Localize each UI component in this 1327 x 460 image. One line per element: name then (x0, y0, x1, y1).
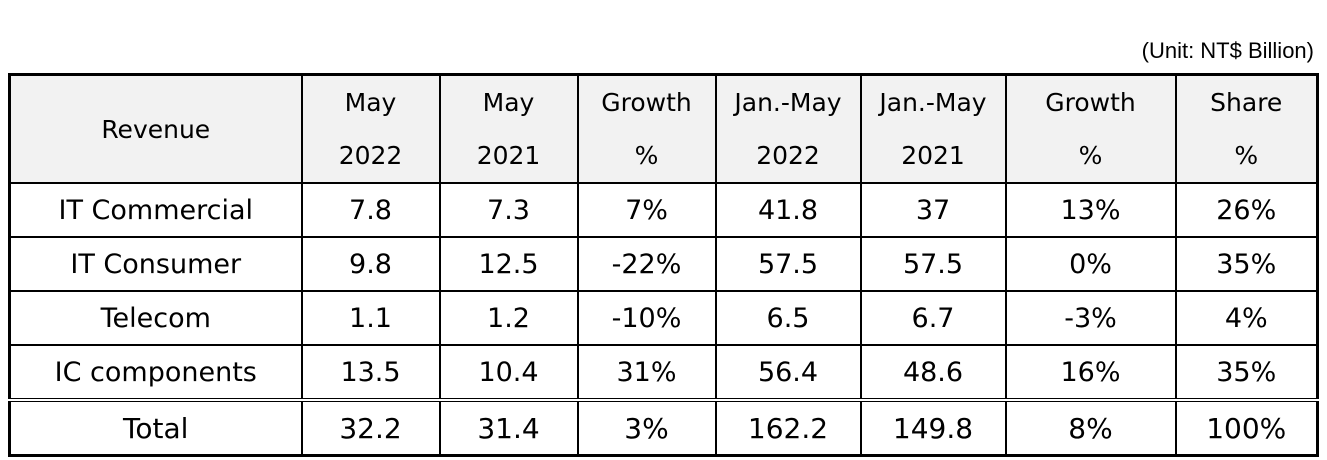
table-cell: 9.8 (300, 236, 441, 292)
table-cell: 48.6 (859, 344, 1007, 401)
header-line: Growth (1045, 88, 1136, 117)
table-cell: 37 (859, 182, 1007, 238)
header-line: % (1234, 141, 1259, 170)
table-row: Telecom 1.1 1.2 -10% 6.5 6.7 -3% 4% (8, 290, 1319, 346)
table-cell: -10% (576, 290, 717, 346)
header-growth-may: Growth% (576, 73, 717, 184)
table-cell: 100% (1174, 398, 1319, 457)
header-line: % (1078, 141, 1103, 170)
table-footer: Total 32.2 31.4 3% 162.2 149.8 8% 100% (8, 398, 1319, 457)
table-cell: 57.5 (714, 236, 862, 292)
header-line: Jan.-May (879, 88, 987, 117)
header-revenue: Revenue (8, 73, 303, 184)
total-row: Total 32.2 31.4 3% 162.2 149.8 8% 100% (8, 398, 1319, 457)
header-jan-may-2021: Jan.-May 2021 (859, 73, 1007, 184)
table-cell: -22% (576, 236, 717, 292)
header-line: % (634, 141, 659, 170)
table-cell: 6.5 (714, 290, 862, 346)
header-line: 2022 (338, 141, 403, 170)
header-line: Revenue (101, 114, 211, 144)
table-row: IC components 13.5 10.4 31% 56.4 48.6 16% 35% (8, 344, 1319, 401)
table-cell: 13% (1004, 182, 1177, 238)
table-row: IT Consumer 9.8 12.5 -22% 57.5 57.5 0% 35% (8, 236, 1319, 292)
table-cell: 12.5 (438, 236, 579, 292)
header-line: 2022 (756, 141, 820, 170)
header-line: Jan.-May (734, 88, 842, 117)
unit-note: (Unit: NT$ Billion) (1141, 38, 1314, 63)
table-cell: 57.5 (859, 236, 1007, 292)
table-cell: 41.8 (714, 182, 862, 238)
table-cell: 0% (1004, 236, 1177, 292)
row-label: Telecom (8, 290, 303, 346)
table-cell: 32.2 (300, 398, 441, 457)
header-may-2021: May 2021 (438, 73, 579, 184)
table-cell: 31% (576, 344, 717, 401)
table-cell: 31.4 (438, 398, 579, 457)
table-cell: 16% (1004, 344, 1177, 401)
table-body: IT Commercial 7.8 7.3 7% 41.8 37 13% 26% IT Cons… (8, 182, 1319, 401)
table-header: Revenue May 2022 May 2021 Growth% Jan.-May… (8, 73, 1319, 184)
header-may-2022: May 2022 (300, 73, 441, 184)
header-line: 2021 (476, 141, 541, 170)
header-growth-ytd: Growth% (1004, 73, 1177, 184)
row-label: Total (8, 398, 303, 457)
header-line: May (344, 88, 397, 117)
table-cell: -3% (1004, 290, 1177, 346)
row-label: IT Commercial (8, 182, 303, 238)
table-cell: 13.5 (300, 344, 441, 401)
header-line: May (482, 88, 535, 117)
revenue-table: Revenue May 2022 May 2021 Growth% Jan.-May… (8, 73, 1319, 457)
header-line: Growth (601, 88, 692, 117)
row-label: IC components (8, 344, 303, 401)
table-cell: 1.2 (438, 290, 579, 346)
header-jan-may-2022: Jan.-May 2022 (714, 73, 862, 184)
table-cell: 56.4 (714, 344, 862, 401)
table-cell: 7% (576, 182, 717, 238)
header-row: Revenue May 2022 May 2021 Growth% Jan.-May… (8, 73, 1319, 184)
table-row: IT Commercial 7.8 7.3 7% 41.8 37 13% 26% (8, 182, 1319, 238)
header-line: Share (1210, 88, 1283, 117)
row-label: IT Consumer (8, 236, 303, 292)
header-share: Share% (1174, 73, 1319, 184)
table-cell: 35% (1174, 236, 1319, 292)
header-line: 2021 (901, 141, 965, 170)
table-cell: 35% (1174, 344, 1319, 401)
table-cell: 162.2 (714, 398, 862, 457)
table-cell: 1.1 (300, 290, 441, 346)
table-cell: 7.8 (300, 182, 441, 238)
table-cell: 26% (1174, 182, 1319, 238)
table-cell: 4% (1174, 290, 1319, 346)
table-cell: 8% (1004, 398, 1177, 457)
table-cell: 6.7 (859, 290, 1007, 346)
table-cell: 149.8 (859, 398, 1007, 457)
table-cell: 3% (576, 398, 717, 457)
table-cell: 10.4 (438, 344, 579, 401)
table-cell: 7.3 (438, 182, 579, 238)
